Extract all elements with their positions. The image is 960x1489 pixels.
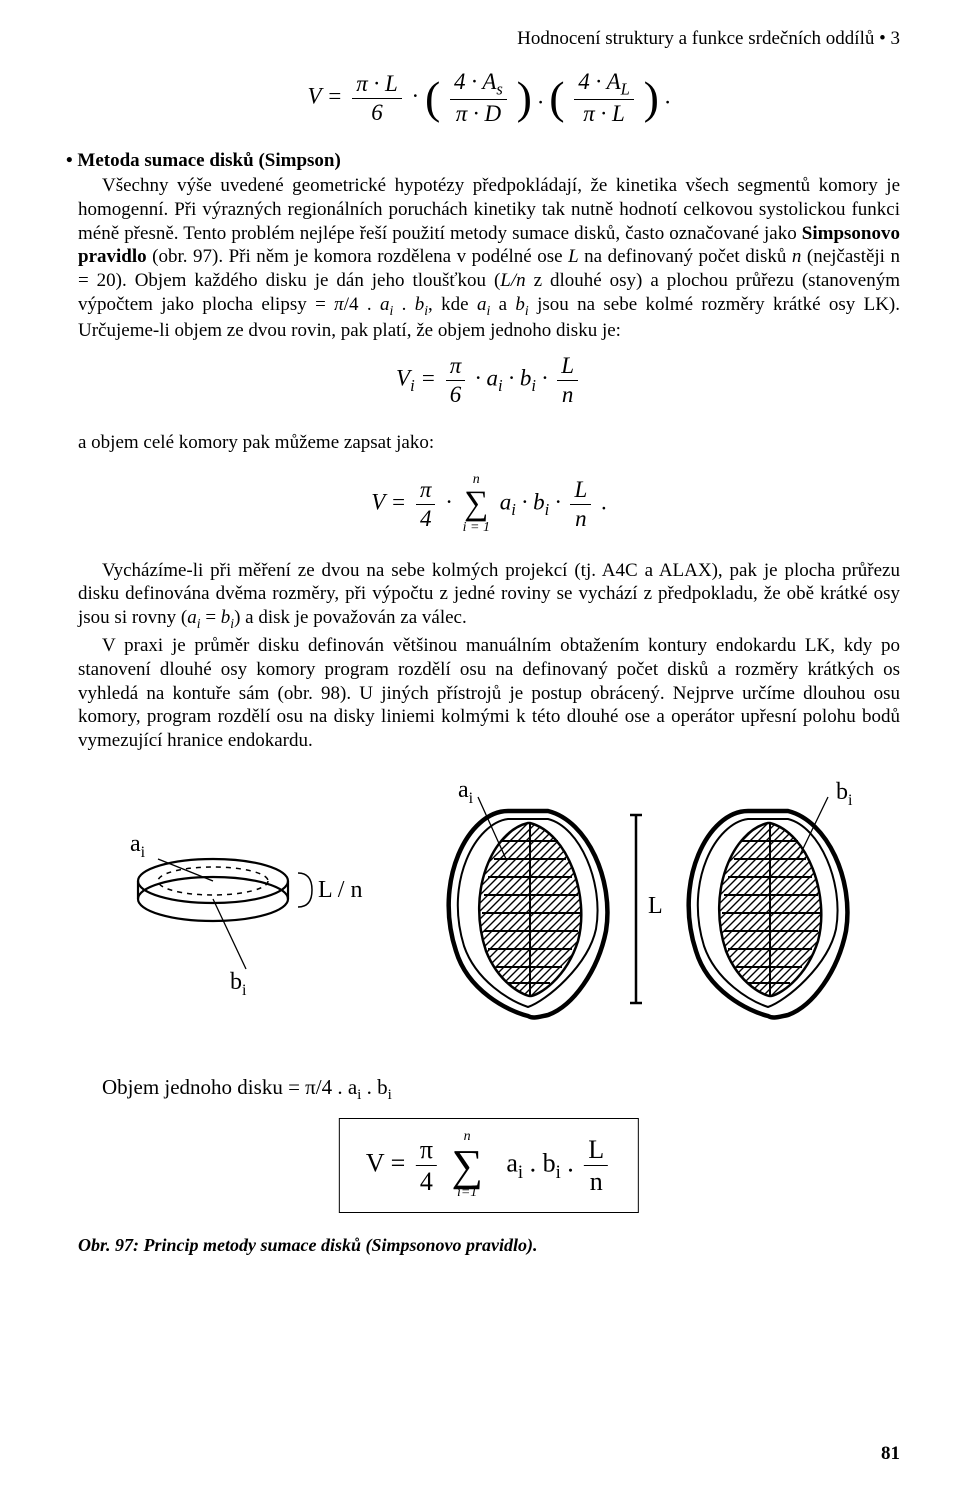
eq2-frac1: π 6 xyxy=(446,352,466,408)
fig-label-bi-right: bi xyxy=(836,781,853,809)
paragraph-2: Vycházíme-li při měření ze dvou na sebe … xyxy=(78,559,900,632)
fig-label-Ln: L / n xyxy=(318,877,362,903)
page: Hodnocení struktury a funkce srdečních o… xyxy=(0,0,960,1489)
eq1-frac1: π · L 6 xyxy=(352,70,402,126)
eq3-frac1: π 4 xyxy=(416,476,436,532)
fig-label-L: L xyxy=(648,893,663,919)
paragraph-1: Všechny výše uvedené geometrické hypotéz… xyxy=(78,174,900,342)
equation-1: V = π · L 6 · ( 4 · As π · D ) . ( 4 · A… xyxy=(78,68,900,128)
equation-2: Vi = π 6 · ai · bi · L n xyxy=(78,352,900,408)
fig-label-bi-left: bi xyxy=(230,969,247,999)
running-head: Hodnocení struktury a funkce srdečních o… xyxy=(78,28,900,50)
fig-formula-box: V = π 4 n ∑ i=1 ai . bi . L n xyxy=(339,1118,639,1213)
paragraph-after-eq2: a objem celé komory pak můžeme zapsat ja… xyxy=(78,431,900,455)
eq1-lhs: V = xyxy=(308,83,343,108)
eq3-frac2: L n xyxy=(570,476,591,532)
eq1-frac2: 4 · As π · D xyxy=(450,68,507,128)
figure-97: ai bi L / n ai L bi Objem jednoho disku … xyxy=(78,781,900,1213)
fig-label-ai-mid: ai xyxy=(458,781,474,807)
page-number: 81 xyxy=(881,1443,900,1465)
fig-disc-formula: Objem jednoho disku = π/4 . ai . bi xyxy=(102,1075,900,1104)
figure-svg: ai bi L / n ai L bi xyxy=(78,781,858,1071)
eq3-sum: n ∑ i = 1 xyxy=(463,472,490,536)
equation-3: V = π 4 · n ∑ i = 1 ai · bi · L n . xyxy=(78,472,900,536)
fig-label-ai-left: ai xyxy=(130,831,146,861)
figure-caption: Obr. 97: Princip metody sumace disků (Si… xyxy=(78,1235,900,1256)
paragraph-3: V praxi je průměr disku definován většin… xyxy=(78,634,900,753)
eq2-frac2: L n xyxy=(557,352,578,408)
eq1-frac3: 4 · AL π · L xyxy=(574,68,634,128)
bullet-heading: • Metoda sumace disků (Simpson) xyxy=(66,150,900,172)
